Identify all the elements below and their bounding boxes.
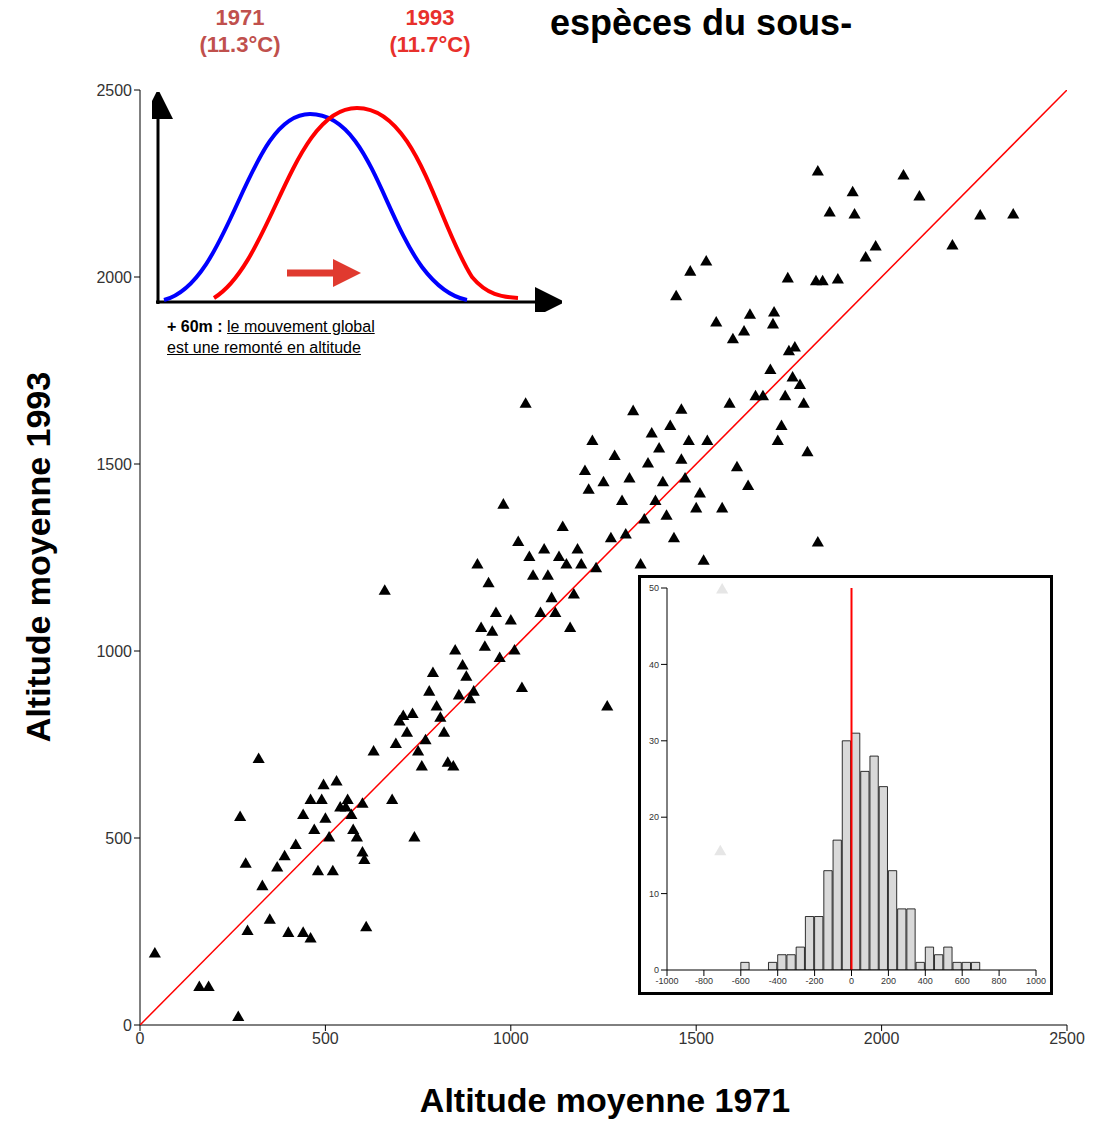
- svg-text:2500: 2500: [96, 82, 132, 99]
- html-text:(11.3°C): (11.3°C): [199, 32, 281, 57]
- svg-text:0: 0: [654, 965, 659, 975]
- svg-text:0: 0: [849, 976, 854, 986]
- svg-text:-400: -400: [769, 976, 787, 986]
- svg-text:10: 10: [649, 889, 659, 899]
- svg-text:600: 600: [955, 976, 970, 986]
- svg-text:0: 0: [123, 1017, 132, 1034]
- svg-text:40: 40: [649, 660, 659, 670]
- svg-text:1000: 1000: [96, 643, 132, 660]
- html-text:1993: 1993: [405, 5, 455, 30]
- svg-text:2000: 2000: [96, 269, 132, 286]
- svg-text:400: 400: [918, 976, 933, 986]
- svg-text:50: 50: [649, 583, 659, 593]
- svg-text:1000: 1000: [1026, 976, 1046, 986]
- html-text:1971: 1971: [215, 5, 265, 30]
- svg-text:-200: -200: [806, 976, 824, 986]
- svg-text:500: 500: [105, 830, 132, 847]
- svg-text:500: 500: [312, 1030, 339, 1047]
- svg-text:-800: -800: [695, 976, 713, 986]
- svg-text:Altitude moyenne 1993: Altitude moyenne 1993: [19, 372, 57, 742]
- svg-text:1500: 1500: [678, 1030, 714, 1047]
- html-text:espèces du sous-: espèces du sous-: [550, 2, 853, 43]
- svg-text:800: 800: [992, 976, 1007, 986]
- svg-text:-1000: -1000: [655, 976, 678, 986]
- svg-text:2500: 2500: [1049, 1030, 1085, 1047]
- svg-text:30: 30: [649, 736, 659, 746]
- svg-text:200: 200: [881, 976, 896, 986]
- svg-text:-600: -600: [732, 976, 750, 986]
- svg-text:0: 0: [136, 1030, 145, 1047]
- svg-text:2000: 2000: [864, 1030, 900, 1047]
- html-text:+ 60m : le mouvement global: + 60m : le mouvement global: [167, 318, 375, 335]
- svg-text:20: 20: [649, 812, 659, 822]
- svg-text:1500: 1500: [96, 456, 132, 473]
- html-text:(11.7°C): (11.7°C): [389, 32, 471, 57]
- html-text:est une remonté en altitude: est une remonté en altitude: [167, 339, 361, 356]
- svg-text:1000: 1000: [493, 1030, 529, 1047]
- svg-text:Altitude moyenne 1971: Altitude moyenne 1971: [420, 1081, 790, 1119]
